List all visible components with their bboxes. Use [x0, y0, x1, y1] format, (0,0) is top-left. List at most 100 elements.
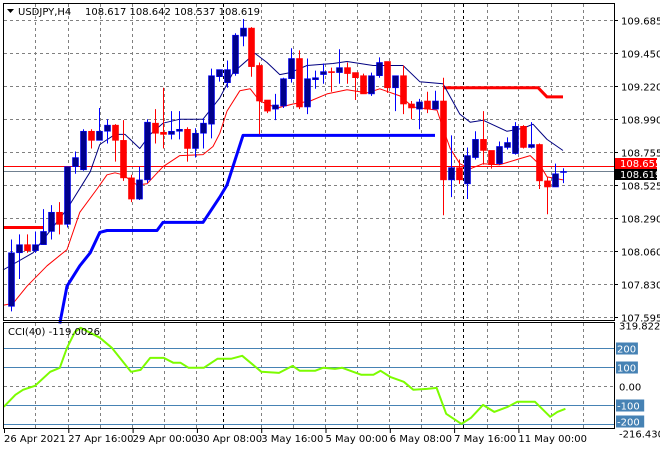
- bullish-candle: [336, 67, 343, 73]
- price-tick-label: 109.450: [621, 50, 660, 61]
- price-tick-label: 107.830: [621, 281, 660, 292]
- blue-stop-line: [58, 133, 435, 324]
- bearish-candle: [56, 211, 63, 225]
- price-tick-label: 108.060: [621, 248, 660, 259]
- bullish-candle: [64, 166, 71, 225]
- bullish-candle: [40, 231, 47, 245]
- price-tick-label: 109.220: [621, 83, 660, 94]
- cci-tick-label: 100: [617, 364, 636, 375]
- bullish-candle: [472, 139, 479, 158]
- bullish-candle: [448, 167, 455, 181]
- bearish-candle: [120, 140, 127, 179]
- bearish-candle: [424, 100, 431, 110]
- bullish-candle: [48, 211, 55, 232]
- bearish-candle: [24, 244, 31, 251]
- time-tick-label: 30 Apr 08:00: [197, 434, 262, 445]
- bearish-candle: [328, 71, 335, 73]
- bid-price-label: 108.655: [620, 159, 660, 170]
- bullish-candle: [368, 75, 375, 95]
- bearish-candle: [360, 75, 367, 95]
- candles: [8, 19, 567, 312]
- time-tick-label: 7 May 16:00: [454, 434, 516, 445]
- bullish-candle: [32, 244, 39, 251]
- bullish-candle: [464, 155, 471, 185]
- time-tick-label: 26 Apr 2021: [4, 434, 66, 445]
- bullish-candle: [136, 179, 143, 200]
- chart-header: USDJPY,H4 108.617 108.642 108.537 108.61…: [7, 7, 260, 18]
- bearish-candle: [344, 67, 351, 74]
- bearish-candle: [152, 122, 159, 134]
- cci-tick-label: -100: [617, 402, 640, 413]
- bullish-candle: [280, 78, 287, 107]
- bullish-candle: [144, 121, 151, 181]
- cci-title: CCI(40) -119.0026: [8, 327, 100, 338]
- bullish-candle: [224, 69, 231, 83]
- bearish-candle: [160, 131, 167, 135]
- price-tick-label: 108.990: [621, 116, 660, 127]
- bullish-candle: [304, 78, 311, 108]
- cci-tick-label: -200: [617, 418, 640, 429]
- bearish-candle: [296, 58, 303, 108]
- price-tick-label: 109.685: [621, 17, 660, 28]
- bearish-candle: [88, 130, 95, 141]
- bullish-candle: [208, 75, 215, 125]
- bullish-candle: [8, 252, 15, 307]
- cci-level-label-bg: [616, 342, 638, 355]
- time-axis[interactable]: 26 Apr 2021 27 Apr 16:00 29 Apr 00:00 30 Ap…: [4, 429, 587, 445]
- cci-tick-label: 200: [617, 345, 636, 356]
- bullish-candle: [528, 144, 535, 148]
- bullish-candle: [104, 124, 111, 132]
- time-tick-label: 11 May 00:00: [518, 434, 587, 445]
- bullish-candle: [560, 171, 567, 173]
- bearish-candle: [536, 144, 543, 182]
- bearish-candle: [128, 177, 135, 200]
- bullish-candle: [80, 130, 87, 171]
- bullish-candle: [512, 125, 519, 154]
- bullish-candle: [200, 122, 207, 134]
- price-axis[interactable]: 109.685 109.450 109.220 108.990 108.755 108.5…: [614, 17, 660, 441]
- bullish-candle: [504, 142, 511, 148]
- cci-tick-label: 319.8226: [619, 322, 660, 333]
- bullish-candle: [312, 77, 319, 80]
- bullish-candle: [168, 130, 175, 135]
- bearish-candle: [256, 65, 263, 102]
- bearish-candle: [456, 167, 463, 181]
- cci-level-label-bg: [616, 361, 638, 374]
- cci-indicator: [3, 326, 566, 425]
- symbol-timeframe: USDJPY,H4: [18, 7, 71, 18]
- ohlc-readout: 108.617 108.642 108.537 108.619: [85, 7, 260, 18]
- triangle-down-icon[interactable]: [7, 9, 14, 13]
- last-price-label-bg: [615, 169, 657, 180]
- bullish-candle: [16, 244, 23, 254]
- bullish-candle: [240, 27, 247, 37]
- bearish-candle: [184, 128, 191, 149]
- bullish-candle: [288, 58, 295, 79]
- bullish-candle: [416, 101, 423, 110]
- bearish-candle: [544, 180, 551, 188]
- bearish-candle: [264, 99, 271, 112]
- bearish-candle: [408, 103, 415, 109]
- bullish-candle: [320, 71, 327, 75]
- cci-tick-label: -216.4305: [619, 430, 660, 441]
- cci-level-label-bg: [616, 399, 645, 412]
- bullish-candle: [272, 104, 279, 110]
- time-tick-label: 29 Apr 00:00: [133, 434, 198, 445]
- price-tick-label: 108.755: [621, 149, 660, 160]
- bullish-candle: [192, 132, 199, 149]
- time-tick-label: 27 Apr 16:00: [68, 434, 133, 445]
- price-tick-label: 108.525: [621, 182, 660, 193]
- bullish-candle: [376, 62, 383, 77]
- bullish-candle: [232, 34, 239, 74]
- time-tick-label: 5 May 00:00: [326, 434, 388, 445]
- cci-panel-frame: [3, 322, 615, 429]
- bearish-candle: [112, 124, 119, 141]
- cci-level-label-bg: [616, 415, 645, 428]
- cci-tick-label: 0.00: [619, 383, 641, 394]
- bid-price-label-bg: [615, 158, 657, 169]
- main-panel-frame: [3, 3, 615, 321]
- bearish-candle: [384, 61, 391, 89]
- bullish-candle: [216, 69, 223, 77]
- bullish-candle: [552, 173, 559, 188]
